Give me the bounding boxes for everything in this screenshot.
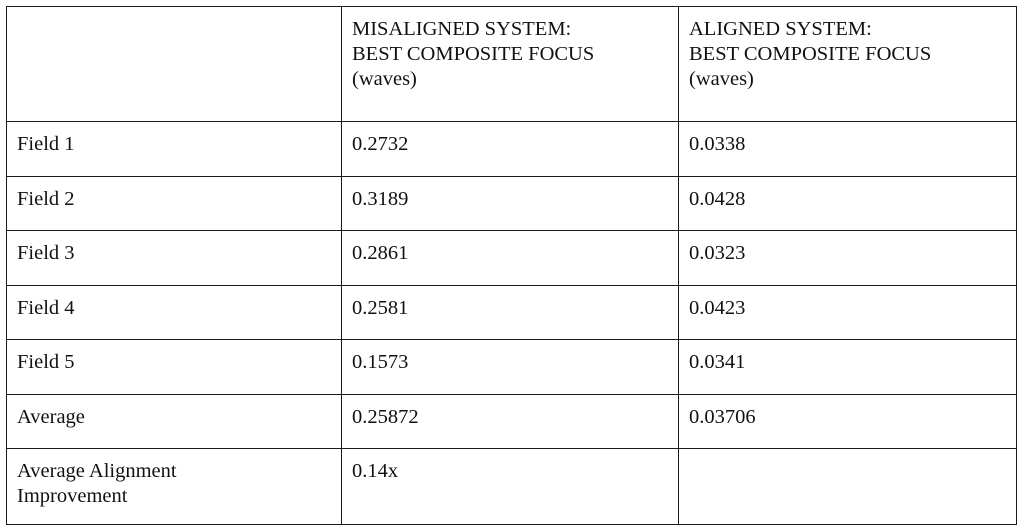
row-label: Field 4: [6, 284, 342, 340]
misaligned-value: 0.3189: [341, 175, 679, 231]
row-label: Field 1: [6, 121, 342, 177]
table-row: Field 4 0.2581 0.0423: [6, 284, 1017, 340]
table-header-row: MISALIGNED SYSTEM: BEST COMPOSITE FOCUS …: [6, 6, 1017, 122]
table-row: Field 2 0.3189 0.0428: [6, 175, 1017, 231]
table-row: Field 5 0.1573 0.0341: [6, 339, 1017, 395]
aligned-value: 0.0338: [678, 121, 1017, 177]
results-table: MISALIGNED SYSTEM: BEST COMPOSITE FOCUS …: [6, 6, 1017, 525]
misaligned-value: 0.2581: [341, 284, 679, 340]
row-label: Field 5: [6, 339, 342, 395]
header-empty-cell: [6, 6, 342, 122]
empty-cell: [678, 448, 1017, 525]
misaligned-value: 0.1573: [341, 339, 679, 395]
table-row-improvement: Average Alignment Improvement 0.14x: [6, 448, 1017, 525]
aligned-value: 0.0323: [678, 230, 1017, 286]
improvement-value: 0.14x: [341, 448, 679, 525]
row-label: Average Alignment Improvement: [6, 448, 342, 525]
header-aligned: ALIGNED SYSTEM: BEST COMPOSITE FOCUS (wa…: [678, 6, 1017, 122]
table-row: Field 3 0.2861 0.0323: [6, 230, 1017, 286]
misaligned-value: 0.2861: [341, 230, 679, 286]
misaligned-value: 0.25872: [341, 393, 679, 449]
aligned-value: 0.0341: [678, 339, 1017, 395]
table-row: Field 1 0.2732 0.0338: [6, 121, 1017, 177]
row-label: Field 3: [6, 230, 342, 286]
row-label: Field 2: [6, 175, 342, 231]
aligned-value: 0.0428: [678, 175, 1017, 231]
header-misaligned: MISALIGNED SYSTEM: BEST COMPOSITE FOCUS …: [341, 6, 679, 122]
document-page: MISALIGNED SYSTEM: BEST COMPOSITE FOCUS …: [6, 6, 1017, 525]
aligned-value: 0.03706: [678, 393, 1017, 449]
table-row-average: Average 0.25872 0.03706: [6, 393, 1017, 449]
row-label: Average: [6, 393, 342, 449]
misaligned-value: 0.2732: [341, 121, 679, 177]
aligned-value: 0.0423: [678, 284, 1017, 340]
